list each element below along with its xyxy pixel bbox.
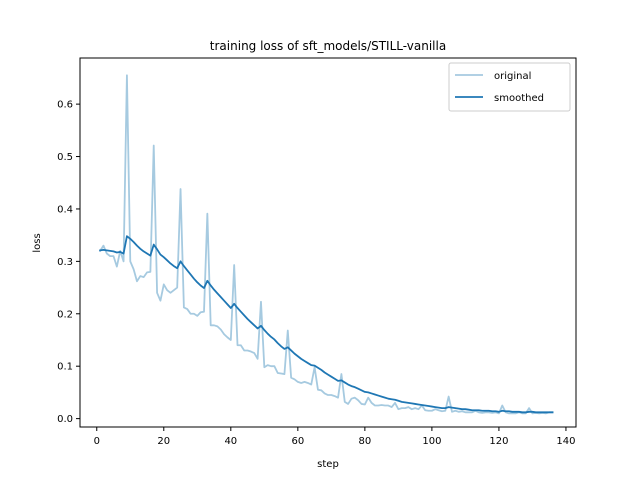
legend-label-smoothed: smoothed	[494, 93, 544, 104]
y-tick-label: 0.6	[57, 100, 73, 111]
y-tick-label: 0.3	[57, 257, 73, 268]
y-tick-label: 0.2	[57, 309, 73, 320]
series-line-smoothed	[99, 235, 554, 414]
x-tick-label: 120	[489, 436, 508, 447]
series-line-original	[98, 74, 554, 415]
y-tick-label: 0.1	[57, 362, 73, 373]
x-tick-label: 100	[422, 436, 441, 447]
x-tick-label: 60	[291, 436, 304, 447]
x-tick-label: 40	[224, 436, 237, 447]
x-tick-label: 0	[94, 436, 100, 447]
y-axis-label: loss	[32, 233, 43, 252]
series-layer	[98, 74, 554, 415]
y-tick-label: 0.4	[57, 204, 73, 215]
x-tick-label: 80	[358, 436, 371, 447]
x-tick-label: 20	[157, 436, 170, 447]
y-tick-label: 0.0	[57, 414, 73, 425]
y-tick-label: 0.5	[57, 152, 73, 163]
x-axis-label: step	[317, 459, 339, 470]
x-tick-label: 140	[556, 436, 575, 447]
legend-label-original: original	[494, 71, 531, 82]
legend: original smoothed	[448, 62, 571, 112]
plot-frame	[79, 57, 577, 428]
tick-layer: 0 20 40 60 80 100 120 140 0.0 0.1 0.2 0.3 0.4 0.5 0.6	[57, 100, 575, 447]
chart-title: training loss of sft_models/STILL-vanill…	[210, 39, 446, 53]
